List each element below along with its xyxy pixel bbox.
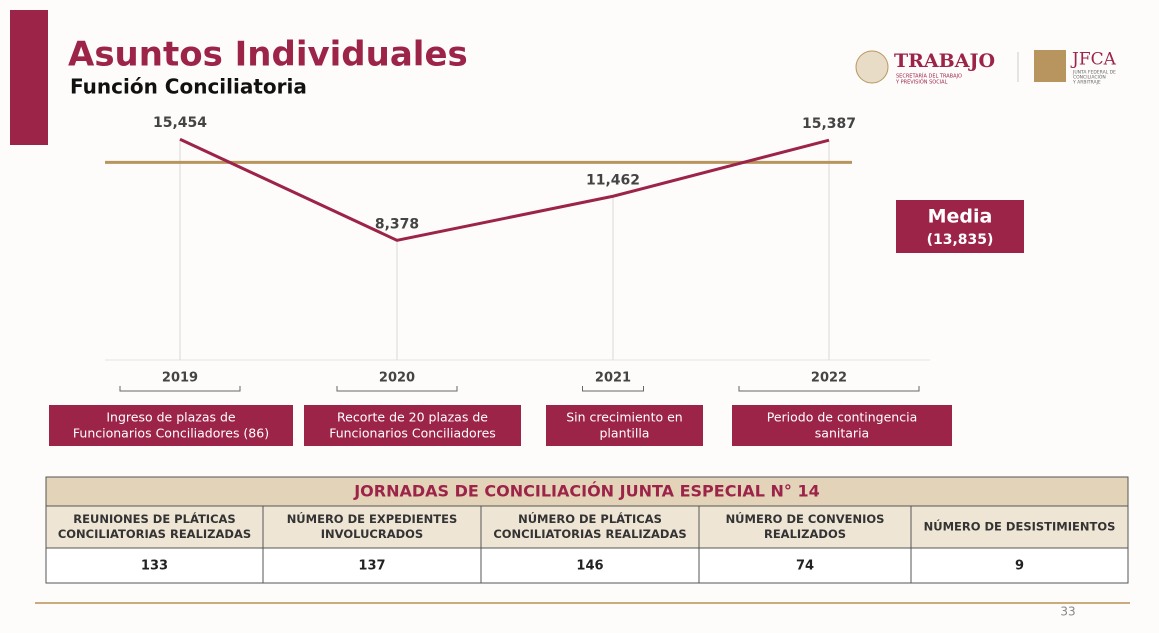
bracket [336,386,458,392]
table-header: CONCILIATORIAS REALIZADAS [493,527,686,541]
table-header: REUNIONES DE PLÁTICAS [73,511,235,526]
annotation-text: Recorte de 20 plazas de [337,410,488,425]
bracket [582,386,644,392]
annotation-box [304,405,521,446]
logo-emblem [855,50,889,84]
bracket [738,386,920,392]
annotation-text: Ingreso de plazas de [106,410,236,425]
annotation-text: sanitaria [815,426,869,441]
table-cell: 137 [358,559,385,574]
table-header-bg [45,505,1129,549]
table-header: NÚMERO DE DESISTIMIENTOS [924,519,1116,534]
x-tick-label: 2020 [379,371,415,386]
title: Asuntos Individuales [68,35,468,75]
logo-name: TRABAJO [894,50,995,72]
table-title-bg [45,476,1129,507]
table-header: INVOLUCRADOS [321,527,423,541]
table-cell: 146 [576,559,603,574]
mean-value-label: (13,835) [927,232,994,248]
annotation-text: Sin crecimiento en [566,410,682,425]
mean-label: Media [928,206,993,228]
line [179,137,830,242]
logo-sub: Y ARBITRAJE [1072,80,1101,86]
data-label: 11,462 [586,172,640,188]
logo-sub: Y PREVISIÓN SOCIAL [895,79,948,86]
annotation-text: Periodo de contingencia [767,410,918,425]
table-cell: 133 [141,559,168,574]
data-label: 15,454 [153,115,207,131]
table-cell: 74 [796,559,814,574]
logo-emblem [1034,50,1066,82]
table-header: REALIZADOS [764,527,846,541]
annotation-box [49,405,293,446]
page-number: 33 [1060,605,1075,619]
table-header: NÚMERO DE EXPEDIENTES [287,511,458,526]
data-label: 15,387 [802,116,856,132]
annotation-text: Funcionarios Conciliadores [329,426,496,441]
logo-sub: SECRETARÍA DEL TRABAJO [896,73,962,80]
table-header: NÚMERO DE CONVENIOS [726,511,885,526]
annotation-box [546,405,703,446]
mean-box [896,200,1024,253]
accent-bar [10,10,48,145]
annotation-text: Funcionarios Conciliadores (86) [73,426,269,441]
annotation-box [732,405,952,446]
logo-sub: CONCILIACIÓN [1073,74,1106,81]
table-header: CONCILIATORIAS REALIZADAS [58,527,251,541]
table-cell: 9 [1015,559,1024,574]
x-tick-label: 2021 [595,371,631,386]
annotation-text: plantilla [600,426,650,441]
logo-sub: JUNTA FEDERAL DE [1072,70,1116,76]
table-title: JORNADAS DE CONCILIACIÓN JUNTA ESPECIAL … [353,482,820,501]
table-header: NÚMERO DE PLÁTICAS [518,511,662,526]
x-tick-label: 2022 [811,371,847,386]
data-label: 8,378 [375,216,419,232]
table-row-bg [45,547,1129,584]
bracket [119,386,241,392]
x-tick-label: 2019 [162,371,198,386]
subtitle: Función Conciliatoria [70,75,307,99]
logo-name: JFCA [1070,50,1117,70]
